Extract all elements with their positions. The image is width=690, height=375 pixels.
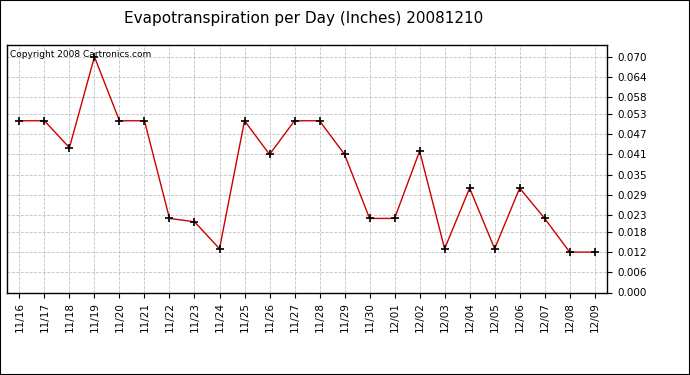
Text: Evapotranspiration per Day (Inches) 20081210: Evapotranspiration per Day (Inches) 2008… (124, 11, 483, 26)
Text: Copyright 2008 Cartronics.com: Copyright 2008 Cartronics.com (10, 50, 151, 59)
